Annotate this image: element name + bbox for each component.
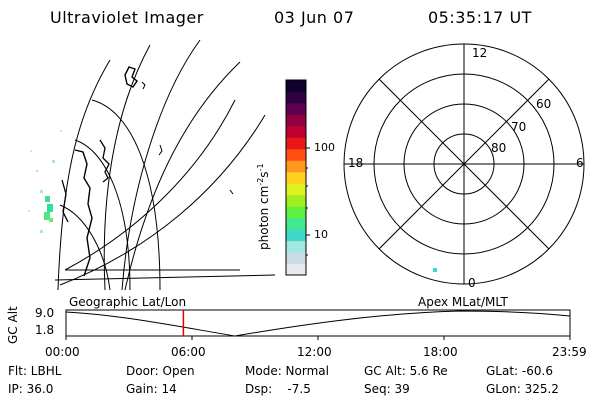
time-label: 05:35:17 UT xyxy=(428,8,532,27)
colorbar-label: photon cm-2s-1 xyxy=(256,163,271,250)
colorbar-segment xyxy=(286,137,306,150)
gc-alt-axis-label: GC Alt xyxy=(6,306,20,344)
apex-title: Apex MLat/MLT xyxy=(418,295,508,309)
altitude-panel xyxy=(65,309,571,340)
mlt-label-6: 6 xyxy=(576,156,584,170)
colorbar-segment xyxy=(286,102,306,115)
colorbar-segment xyxy=(286,194,306,207)
colorbar-segment xyxy=(286,114,306,127)
geographic-map xyxy=(54,39,276,291)
colorbar-segment xyxy=(286,263,306,276)
glon-info: GLon: 325.2 xyxy=(486,382,559,396)
door-info: Door: Open xyxy=(126,364,195,378)
colorbar-segment xyxy=(286,206,306,219)
ip-info: IP: 36.0 xyxy=(8,382,54,396)
lat-label-60: 60 xyxy=(536,97,552,111)
x-tick-1: 06:00 xyxy=(171,345,206,359)
colorbar-segment xyxy=(286,91,306,104)
mlt-label-12: 12 xyxy=(472,46,488,60)
colorbar-segment xyxy=(286,160,306,173)
colorbar-segment xyxy=(286,252,306,265)
gain-info: Gain: 14 xyxy=(126,382,177,396)
filter-info: Flt: LBHL xyxy=(8,364,62,378)
colorbar-ticks xyxy=(306,147,310,256)
colorbar-segment xyxy=(286,80,306,92)
colorbar-tick-10: 10 xyxy=(314,228,328,241)
x-tick-3: 18:00 xyxy=(423,345,458,359)
colorbar-segment xyxy=(286,229,306,242)
geographic-title: Geographic Lat/Lon xyxy=(69,295,187,309)
colorbar-segment xyxy=(286,125,306,138)
x-tick-2: 12:00 xyxy=(297,345,332,359)
colorbar-tick-100: 100 xyxy=(314,141,335,154)
colorbar xyxy=(286,80,306,276)
y-max-label: 9.0 xyxy=(35,306,55,320)
colorbar-segment xyxy=(286,148,306,161)
y-min-label: 1.8 xyxy=(35,323,55,337)
colorbar-segment xyxy=(286,183,306,196)
colorbar-segment xyxy=(286,217,306,230)
colorbar-segment xyxy=(286,171,306,184)
x-tick-4: 23:59 xyxy=(552,345,587,359)
colorbar-frame xyxy=(285,79,307,276)
mode-info: Mode: Normal xyxy=(245,364,329,378)
date-label: 03 Jun 07 xyxy=(274,8,355,27)
glat-info: GLat: -60.6 xyxy=(486,364,553,378)
gc-alt-info: GC Alt: 5.6 Re xyxy=(364,364,448,378)
seq-info: Seq: 39 xyxy=(364,382,410,396)
mlt-label-18: 18 xyxy=(348,156,364,170)
lat-label-70: 70 xyxy=(511,120,527,134)
dsp-info: Dsp: -7.5 xyxy=(245,382,311,396)
lat-label-80: 80 xyxy=(491,141,507,155)
instrument-title: Ultraviolet Imager xyxy=(50,8,204,27)
x-tick-0: 00:00 xyxy=(45,345,80,359)
polar-plot xyxy=(343,43,585,285)
colorbar-segment xyxy=(286,240,306,253)
mlt-label-0: 0 xyxy=(468,276,476,290)
emission-dots xyxy=(28,130,437,272)
